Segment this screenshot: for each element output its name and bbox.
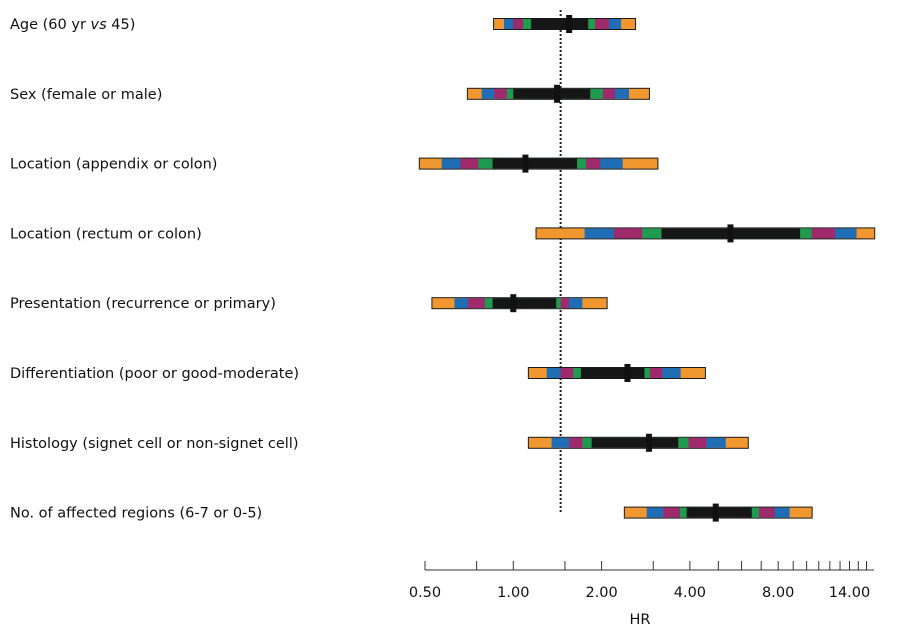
row-label: Sex (female or male): [10, 87, 162, 103]
x-tick-label: 4.00: [674, 585, 706, 601]
row-interval: [527, 433, 749, 452]
x-tick-label: 1.00: [497, 585, 529, 601]
x-axis-title: HR: [630, 612, 651, 628]
interval-band: [531, 19, 589, 29]
x-axis: 0.50 1.00 2.00 4.00 8.00 14.00: [409, 561, 874, 601]
point-estimate: [624, 364, 631, 382]
row-interval: [418, 154, 659, 173]
point-estimate: [510, 294, 517, 313]
point-estimate: [566, 15, 573, 33]
row-label: Location (appendix or colon): [10, 157, 217, 173]
x-tick-label: 8.00: [762, 585, 794, 601]
interval-band: [492, 158, 578, 169]
interval-band: [492, 298, 557, 309]
point-estimate: [727, 224, 734, 243]
row-interval: [493, 15, 637, 33]
row-interval: [535, 224, 876, 243]
row-label-part: No. of affected regions (6-7 or 0-5): [10, 506, 262, 522]
row-label-part: 45): [107, 17, 136, 33]
point-estimate: [554, 84, 561, 103]
row-interval: [623, 503, 813, 522]
row-label-part: Location (rectum or colon): [10, 226, 202, 242]
row-label: Age (60 yr vs 45): [10, 17, 135, 33]
row-label-part: Histology (signet cell or non-signet cel…: [10, 436, 298, 452]
row-label-part: Sex (female or male): [10, 87, 162, 103]
row-labels: Age (60 yr vs 45) Sex (female or male) Loc…: [10, 17, 299, 522]
point-estimate: [522, 154, 529, 173]
row-label: No. of affected regions (6-7 or 0-5): [10, 506, 262, 522]
x-tick-label: 2.00: [585, 585, 617, 601]
point-estimate: [645, 433, 652, 452]
row-label-part: Age (60 yr: [10, 17, 91, 33]
row-label-part: Differentiation (poor or good-moderate): [10, 366, 299, 382]
point-estimate: [712, 503, 719, 522]
interval-band: [686, 507, 752, 518]
row-label: Presentation (recurrence or primary): [10, 296, 276, 312]
row-interval: [527, 364, 706, 382]
row-label-part: Location (appendix or colon): [10, 157, 217, 173]
interval-band: [591, 437, 679, 448]
row-label-part: vs: [91, 17, 108, 33]
x-tick-label: 14.00: [829, 585, 871, 601]
row-interval: [431, 294, 608, 313]
row-label-part: Presentation (recurrence or primary): [10, 296, 276, 312]
x-tick-label: 0.50: [409, 585, 441, 601]
row-label: Location (rectum or colon): [10, 226, 202, 242]
interval-band: [513, 88, 591, 99]
row-interval: [466, 84, 650, 103]
interval-band: [580, 368, 645, 378]
row-label: Differentiation (poor or good-moderate): [10, 366, 299, 382]
row-intervals: [418, 15, 876, 522]
row-label: Histology (signet cell or non-signet cel…: [10, 436, 298, 452]
